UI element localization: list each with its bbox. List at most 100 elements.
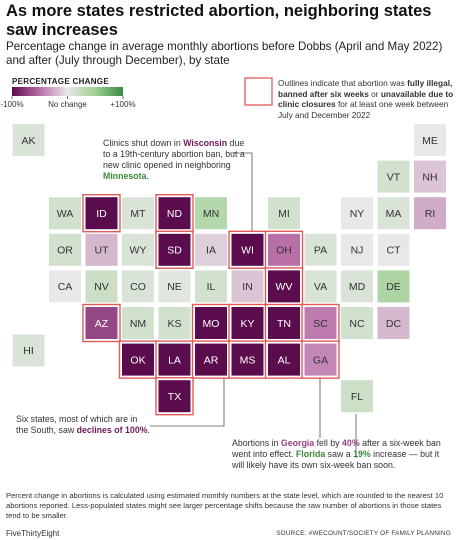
tile [377,270,410,303]
outline-note: Outlines indicate that abortion was full… [278,78,454,120]
text-segment: declines of 100% [76,425,148,435]
state-label: WI [241,245,254,257]
tile [49,233,81,266]
tile [122,343,154,376]
tile [414,124,446,156]
state-label: SD [167,245,182,257]
state-tile: SC [301,303,340,343]
state-tile: DC [377,307,410,339]
state-label: NV [94,281,109,293]
text-segment: increase — but it will likely have its o… [232,449,440,470]
state-label: WV [276,281,293,293]
tile [231,233,264,266]
title: As more states restricted abortion, neig… [6,2,432,39]
legend-title: PERCENTAGE CHANGE [12,77,109,86]
state-tile: WV [264,267,304,306]
state-label: IL [207,281,216,293]
state-label: MD [349,281,366,293]
state-label: IA [206,245,216,257]
tile [231,343,264,376]
state-tile: NM [122,307,154,339]
state-label: VT [387,171,401,183]
state-label: SC [313,318,328,330]
state-label: NH [422,171,437,183]
tile [85,197,118,230]
text-segment: . [147,425,150,435]
state-label: OK [130,354,145,366]
text-segment: Georgia [280,438,315,448]
state-label: MN [203,208,219,220]
state-label: LA [168,354,181,366]
state-tile: GA [301,340,340,379]
state-tile: NE [158,270,191,303]
tile [268,270,300,303]
text-segment: Wisconsin [183,138,228,148]
tile [195,307,227,339]
state-label: MS [240,354,256,366]
state-label: MI [278,208,290,220]
state-tile: MI [268,197,300,230]
state-tile: CT [377,233,410,266]
state-label: KS [167,318,181,330]
tile [304,343,337,376]
state-tile: MA [377,197,410,230]
state-tile: WY [122,233,154,266]
leader-lines [150,152,357,458]
state-label: ME [422,135,438,147]
text-segment: after a six-week ban went into effect. [232,438,441,459]
state-label: CT [387,245,402,257]
text-segment: Clinics shut down in [103,138,184,148]
state-label: UT [95,245,110,257]
legend-label: +100% [110,100,136,109]
text-segment: fell by [314,438,343,448]
tile [268,233,300,266]
state-tile: MO [191,303,231,343]
state-tile: FL [341,380,373,413]
state-label: FL [351,391,363,403]
tile [304,233,337,266]
tile [341,270,373,303]
legend-bar [12,87,123,96]
tile [49,197,81,230]
state-tile: KS [158,307,191,339]
state-tile: NC [341,307,373,339]
state-tile: MN [195,197,227,230]
state-tile: KY [228,303,267,343]
tile [12,124,45,156]
state-label: ID [96,208,107,220]
state-label: AL [278,354,291,366]
state-label: OH [276,245,292,257]
state-label: WY [130,245,147,257]
state-label: RI [425,208,436,220]
tile [414,197,446,230]
tile [122,270,154,303]
state-tile: MD [341,270,373,303]
state-tile: NV [85,270,118,303]
state-tile: OR [49,233,81,266]
tile [158,307,191,339]
state-tile: AR [191,340,231,379]
state-tile: AZ [82,303,121,343]
state-tile: HI [12,334,45,367]
state-label: NY [350,208,365,220]
state-tile: IA [195,233,227,266]
tile [268,197,300,230]
text-segment: fully illegal, banned after six weeks [278,78,453,99]
tile [231,307,264,339]
tile [122,307,154,339]
tile [341,197,373,230]
state-label: NJ [351,245,364,257]
state-label: MT [130,208,146,220]
state-label: NM [130,318,146,330]
tile [122,197,154,230]
state-label: CO [130,281,146,293]
tile [122,233,154,266]
state-tile: VA [304,270,337,303]
state-tile: WI [228,230,267,270]
tile [341,380,373,413]
state-tile: OK [118,340,158,379]
state-tile: IL [195,270,227,303]
state-tile: TX [155,377,194,416]
outline-key [244,77,273,106]
